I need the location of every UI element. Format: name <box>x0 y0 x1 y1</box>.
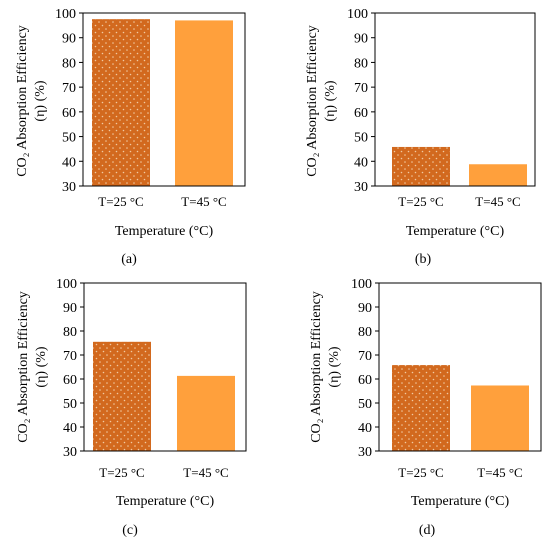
category-label-a-1: T=45 °C <box>181 194 226 209</box>
chart-d: 30 40 50 60 70 80 90 100 T=25 °C T=45 °C Temper… <box>309 277 542 538</box>
panel-label-b: (b) <box>415 252 432 267</box>
panel-label-a: (a) <box>121 252 137 267</box>
y-tick-label-c-5: 80 <box>63 325 77 340</box>
plot-area-a: 30 40 50 60 70 80 90 100 T=25 °C T=45 °C Temper… <box>55 7 246 267</box>
y-tick-label-a-0: 30 <box>62 180 76 195</box>
plot-frame-c <box>83 282 247 452</box>
plot-area-c: 30 40 50 60 70 80 90 100 T=25 °C T=45 °C Temper… <box>56 277 247 538</box>
category-label-d-1: T=45 °C <box>477 465 522 480</box>
y-tick-label-b-4: 70 <box>354 81 368 96</box>
y-axis-label-d-line1: CO₂ Absorption Efficiency <box>309 291 324 443</box>
y-tick-label-c-6: 90 <box>63 301 77 316</box>
panel-a: 30 40 50 60 70 80 90 100 T=25 °C T=45 °C Temper… <box>0 0 275 270</box>
y-axis-label-d-line2: (η) (%) <box>327 346 342 387</box>
category-label-d-0: T=25 °C <box>398 465 443 480</box>
y-tick-label-a-1: 40 <box>62 155 76 170</box>
y-tick-label-c-0: 30 <box>63 445 77 460</box>
x-axis-label-d: Temperature (°C) <box>411 494 510 509</box>
chart-a: 30 40 50 60 70 80 90 100 T=25 °C T=45 °C Temper… <box>15 7 246 267</box>
y-axis-label-a-line1: CO₂ Absorption Efficiency <box>15 25 30 177</box>
y-ticks-a: 30 40 50 60 70 80 90 100 <box>55 7 83 195</box>
y-tick-label-c-7: 100 <box>56 277 77 292</box>
category-label-c-1: T=45 °C <box>183 465 228 480</box>
plot-frame-a <box>82 12 246 187</box>
category-label-c-0: T=25 °C <box>99 465 144 480</box>
bar-d-0 <box>392 365 450 451</box>
y-tick-label-b-3: 60 <box>354 106 368 121</box>
y-axis-label-b: CO₂ Absorption Efficiency (η) (%) <box>305 25 338 177</box>
y-tick-label-a-6: 90 <box>62 32 76 47</box>
y-tick-label-a-7: 100 <box>55 7 76 22</box>
y-axis-label-b-line2: (η) (%) <box>323 80 338 121</box>
y-tick-label-d-6: 90 <box>358 301 372 316</box>
bar-c-1 <box>177 375 235 451</box>
category-label-b-1: T=45 °C <box>475 194 520 209</box>
plot-frame-d <box>378 282 542 452</box>
y-tick-label-d-3: 60 <box>358 373 372 388</box>
y-ticks-c: 30 40 50 60 70 80 90 100 <box>56 277 84 460</box>
y-ticks-b: 30 40 50 60 70 80 90 100 <box>347 7 375 195</box>
y-tick-label-d-1: 40 <box>358 421 372 436</box>
y-axis-label-a-line2: (η) (%) <box>33 80 48 121</box>
y-tick-label-c-1: 40 <box>63 421 77 436</box>
y-tick-label-b-0: 30 <box>354 180 368 195</box>
y-axis-label-d: CO₂ Absorption Efficiency (η) (%) <box>309 291 342 443</box>
bar-d-1 <box>471 385 529 451</box>
panel-label-d: (d) <box>419 523 436 538</box>
y-tick-label-b-5: 80 <box>354 56 368 71</box>
bars-d <box>392 365 529 451</box>
bar-b-1 <box>469 164 527 186</box>
bars-b <box>392 146 527 186</box>
bar-c-0 <box>93 341 151 451</box>
plot-frame-b <box>374 12 536 187</box>
panel-b: 30 40 50 60 70 80 90 100 T=25 °C T=45 °C Temper… <box>275 0 550 270</box>
y-tick-label-a-2: 50 <box>62 131 76 146</box>
y-tick-label-a-3: 60 <box>62 106 76 121</box>
panel-label-c: (c) <box>122 523 138 538</box>
y-tick-label-c-4: 70 <box>63 349 77 364</box>
x-axis-label-a: Temperature (°C) <box>115 224 214 239</box>
panel-c: 30 40 50 60 70 80 90 100 T=25 °C T=45 °C Temper… <box>0 270 275 541</box>
y-axis-label-b-line1: CO₂ Absorption Efficiency <box>305 25 320 177</box>
category-label-b-0: T=25 °C <box>398 194 443 209</box>
y-axis-label-c: CO₂ Absorption Efficiency (η) (%) <box>16 291 49 443</box>
y-ticks-d: 30 40 50 60 70 80 90 100 <box>351 277 379 460</box>
plot-area-d: 30 40 50 60 70 80 90 100 T=25 °C T=45 °C Temper… <box>351 277 542 538</box>
y-tick-label-c-3: 60 <box>63 373 77 388</box>
bar-a-0 <box>92 19 150 186</box>
y-tick-label-b-1: 40 <box>354 155 368 170</box>
category-label-a-0: T=25 °C <box>98 194 143 209</box>
y-tick-label-a-4: 70 <box>62 81 76 96</box>
y-tick-label-b-2: 50 <box>354 131 368 146</box>
y-tick-label-b-6: 90 <box>354 32 368 47</box>
x-axis-label-c: Temperature (°C) <box>116 494 215 509</box>
bar-a-1 <box>175 20 233 186</box>
panel-d: 30 40 50 60 70 80 90 100 T=25 °C T=45 °C Temper… <box>275 270 550 541</box>
y-tick-label-d-0: 30 <box>358 445 372 460</box>
bars-c <box>93 341 235 451</box>
y-tick-label-b-7: 100 <box>347 7 368 22</box>
y-tick-label-d-5: 80 <box>358 325 372 340</box>
y-axis-label-a: CO₂ Absorption Efficiency (η) (%) <box>15 25 48 177</box>
y-tick-label-d-4: 70 <box>358 349 372 364</box>
chart-c: 30 40 50 60 70 80 90 100 T=25 °C T=45 °C Temper… <box>16 277 247 538</box>
y-axis-label-c-line1: CO₂ Absorption Efficiency <box>16 291 31 443</box>
x-axis-label-b: Temperature (°C) <box>406 224 505 239</box>
y-tick-label-c-2: 50 <box>63 397 77 412</box>
plot-area-b: 30 40 50 60 70 80 90 100 T=25 °C T=45 °C Temper… <box>347 7 536 267</box>
y-tick-label-d-2: 50 <box>358 397 372 412</box>
chart-b: 30 40 50 60 70 80 90 100 T=25 °C T=45 °C Temper… <box>305 7 536 267</box>
bar-b-0 <box>392 146 450 186</box>
y-tick-label-d-7: 100 <box>351 277 372 292</box>
bars-a <box>92 19 233 186</box>
y-axis-label-c-line2: (η) (%) <box>34 346 49 387</box>
y-tick-label-a-5: 80 <box>62 56 76 71</box>
